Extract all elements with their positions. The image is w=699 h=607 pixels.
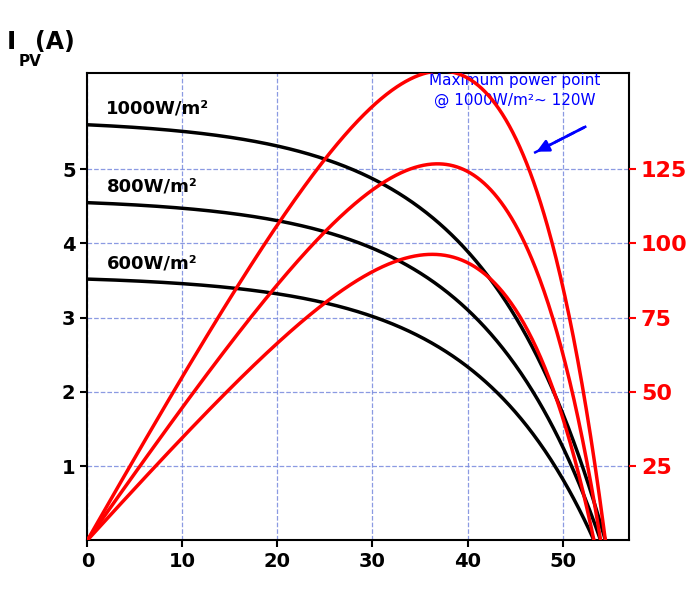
Text: (A): (A): [35, 30, 75, 54]
Text: PV: PV: [19, 54, 42, 69]
Text: Maximum power point: Maximum power point: [429, 73, 600, 87]
Text: 1000W/m²: 1000W/m²: [106, 100, 210, 117]
Text: 600W/m²: 600W/m²: [106, 254, 197, 273]
Text: I: I: [6, 30, 16, 54]
Text: 800W/m²: 800W/m²: [106, 177, 197, 195]
Text: @ 1000W/m²~ 120W: @ 1000W/m²~ 120W: [434, 93, 596, 109]
